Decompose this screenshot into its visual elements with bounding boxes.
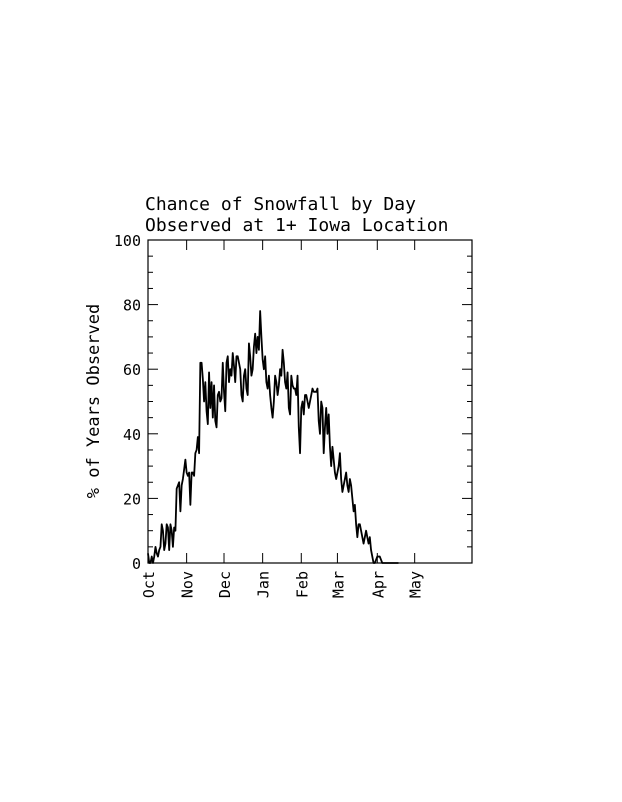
y-tick-labels: 0 20 40 60 80 100 bbox=[114, 232, 141, 573]
x-tick-label: Nov bbox=[179, 571, 197, 598]
axis-ticks bbox=[147, 239, 472, 564]
x-tick-label: Oct bbox=[140, 571, 158, 598]
chart-subtitle: Observed at 1+ Iowa Location bbox=[145, 215, 448, 236]
x-tick-label: Mar bbox=[329, 571, 347, 598]
y-tick-label: 80 bbox=[123, 297, 141, 315]
x-tick-label: May bbox=[407, 571, 425, 598]
y-tick-label: 100 bbox=[114, 232, 141, 250]
x-tick-label: Feb bbox=[293, 571, 311, 598]
series-line bbox=[147, 310, 399, 564]
x-tick-labels: Oct Nov Dec Jan Feb Mar Apr May bbox=[140, 571, 425, 598]
y-tick-label: 20 bbox=[123, 490, 141, 508]
chart-title: Chance of Snowfall by Day bbox=[145, 194, 416, 215]
x-tick-label: Dec bbox=[216, 571, 234, 598]
y-tick-label: 40 bbox=[123, 426, 141, 444]
x-tick-label: Jan bbox=[255, 571, 273, 598]
x-tick-label: Apr bbox=[369, 571, 387, 598]
y-axis-label: % of Years Observed bbox=[84, 304, 104, 498]
y-tick-label: 60 bbox=[123, 361, 141, 379]
y-tick-label: 0 bbox=[132, 555, 141, 573]
